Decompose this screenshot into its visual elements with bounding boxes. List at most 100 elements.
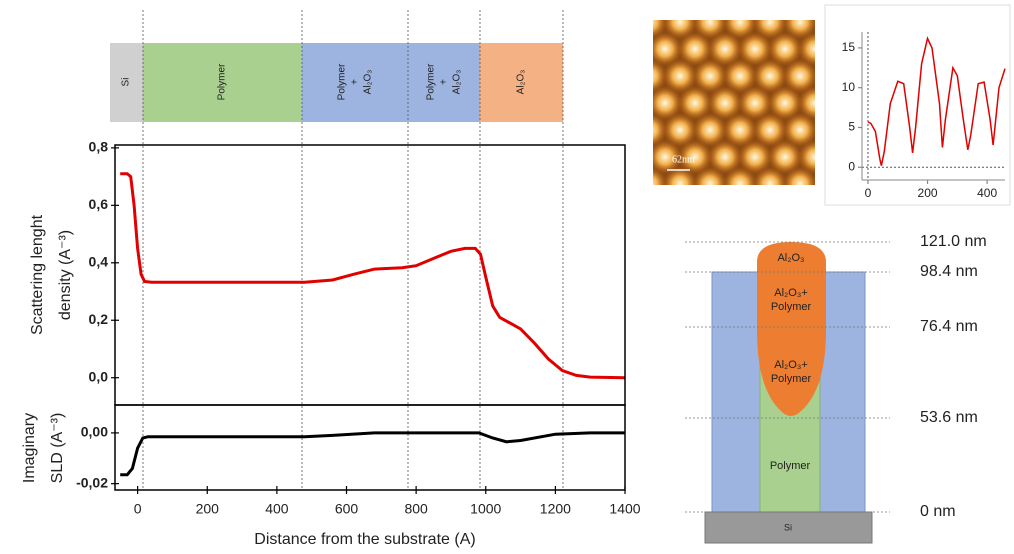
y-tick-label: 0,4 bbox=[89, 253, 109, 269]
x-tick-label: 1400 bbox=[609, 501, 640, 517]
afm-grain bbox=[653, 59, 667, 93]
afm-grain bbox=[723, 113, 757, 147]
y-axis-label: density (A⁻³) bbox=[57, 230, 74, 320]
level-label: 0 nm bbox=[920, 503, 956, 520]
afm-grain bbox=[828, 140, 862, 174]
afm-grain bbox=[798, 140, 815, 174]
region-label: Si bbox=[784, 522, 792, 532]
afm-grain bbox=[753, 167, 787, 185]
x-tick-label: 400 bbox=[265, 501, 289, 517]
region-label: Polymer bbox=[770, 460, 811, 472]
afm-grain bbox=[798, 86, 815, 120]
afm-grain bbox=[663, 59, 697, 93]
y-tick-label: 0,6 bbox=[89, 196, 109, 212]
afm-grain bbox=[678, 32, 712, 66]
y-tick-label: 0,0 bbox=[89, 368, 109, 384]
plot-frame bbox=[114, 404, 626, 491]
x-tick-label: 400 bbox=[977, 186, 997, 200]
afm-grain bbox=[723, 59, 757, 93]
afm-grain bbox=[693, 113, 727, 147]
x-tick-label: 1000 bbox=[470, 501, 501, 517]
afm-grain bbox=[768, 140, 802, 174]
series-line bbox=[120, 172, 626, 380]
afm-grain bbox=[813, 176, 815, 185]
afm-grain bbox=[738, 32, 772, 66]
afm-grain bbox=[753, 59, 787, 93]
afm-grain bbox=[663, 113, 697, 147]
afm-grain bbox=[653, 32, 682, 66]
afm-grain bbox=[813, 122, 815, 138]
region-label: Al₂O₃+ bbox=[774, 287, 808, 299]
layer-polymer bbox=[143, 43, 302, 122]
afm-grain bbox=[708, 32, 742, 66]
layer-label: Al₂O₃ bbox=[516, 70, 527, 95]
y-axis-label: SLD (A⁻³) bbox=[49, 413, 66, 484]
x-tick-label: 600 bbox=[335, 501, 359, 517]
layer-label: + bbox=[439, 79, 450, 85]
layer-label: Si bbox=[121, 78, 132, 87]
layer-alumina bbox=[480, 43, 563, 122]
alumina-blob bbox=[757, 242, 826, 416]
y-axis-label: Imaginary bbox=[21, 413, 38, 483]
x-tick-label: 200 bbox=[918, 186, 938, 200]
y-tick-label: 10 bbox=[842, 80, 856, 94]
afm-grain bbox=[738, 86, 772, 120]
afm-image bbox=[653, 20, 862, 185]
region-label: Al₂O₃ bbox=[777, 252, 804, 264]
y-tick-label: 15 bbox=[842, 40, 856, 54]
afm-grain bbox=[708, 86, 742, 120]
afm-grain bbox=[753, 113, 787, 147]
x-axis-label: Distance from the substrate (A) bbox=[254, 531, 475, 548]
afm-grain bbox=[708, 140, 742, 174]
level-label: 121.0 nm bbox=[920, 233, 987, 250]
y-axis-label: Scattering lenght bbox=[29, 214, 46, 335]
layer-si bbox=[110, 43, 143, 122]
si-substrate bbox=[704, 511, 873, 544]
layer-label: Al₂O₃ bbox=[452, 70, 463, 95]
region-label: Polymer bbox=[771, 373, 812, 385]
y-tick-label: 0,00 bbox=[81, 424, 108, 440]
afm-grain bbox=[798, 32, 815, 66]
layer-mixed bbox=[408, 43, 480, 122]
layer-mixed bbox=[302, 43, 408, 122]
x-tick-label: 200 bbox=[196, 501, 220, 517]
level-label: 53.6 nm bbox=[920, 409, 978, 426]
afm-grain bbox=[813, 20, 815, 30]
afm-grain bbox=[768, 32, 802, 66]
afm-grain bbox=[783, 167, 815, 185]
plot-frame bbox=[114, 144, 626, 406]
x-tick-label: 0 bbox=[134, 501, 142, 517]
x-tick-label: 0 bbox=[865, 186, 872, 200]
region-label: Al₂O₃+ bbox=[774, 359, 808, 371]
scale-label: 62nm bbox=[672, 154, 695, 165]
layer-label: + bbox=[350, 79, 361, 85]
afm-grain bbox=[693, 167, 727, 185]
afm-grain bbox=[678, 86, 712, 120]
x-tick-label: 1200 bbox=[540, 501, 571, 517]
region-label: Polymer bbox=[771, 301, 812, 313]
layer-label: Polymer bbox=[337, 63, 348, 100]
x-tick-label: 800 bbox=[404, 501, 428, 517]
afm-grain bbox=[663, 167, 697, 185]
afm-grain bbox=[813, 68, 815, 84]
afm-grain bbox=[783, 113, 815, 147]
afm-grain bbox=[653, 140, 682, 174]
afm-grain bbox=[783, 59, 815, 93]
layer-label: Polymer bbox=[217, 63, 228, 100]
afm-grain bbox=[653, 86, 682, 120]
y-tick-label: 5 bbox=[848, 120, 855, 134]
layer-label: Al₂O₃ bbox=[363, 70, 374, 95]
afm-grain bbox=[738, 140, 772, 174]
layer-label: Polymer bbox=[426, 63, 437, 100]
y-tick-label: 0 bbox=[848, 159, 855, 173]
y-tick-label: 0,2 bbox=[89, 311, 109, 327]
inset-frame bbox=[824, 4, 1011, 206]
level-label: 98.4 nm bbox=[920, 263, 978, 280]
afm-grain bbox=[653, 113, 667, 147]
level-label: 76.4 nm bbox=[920, 318, 978, 335]
afm-grain bbox=[653, 167, 667, 185]
afm-grain bbox=[768, 86, 802, 120]
y-tick-label: -0,02 bbox=[76, 474, 108, 490]
y-tick-label: 0,8 bbox=[89, 139, 109, 155]
